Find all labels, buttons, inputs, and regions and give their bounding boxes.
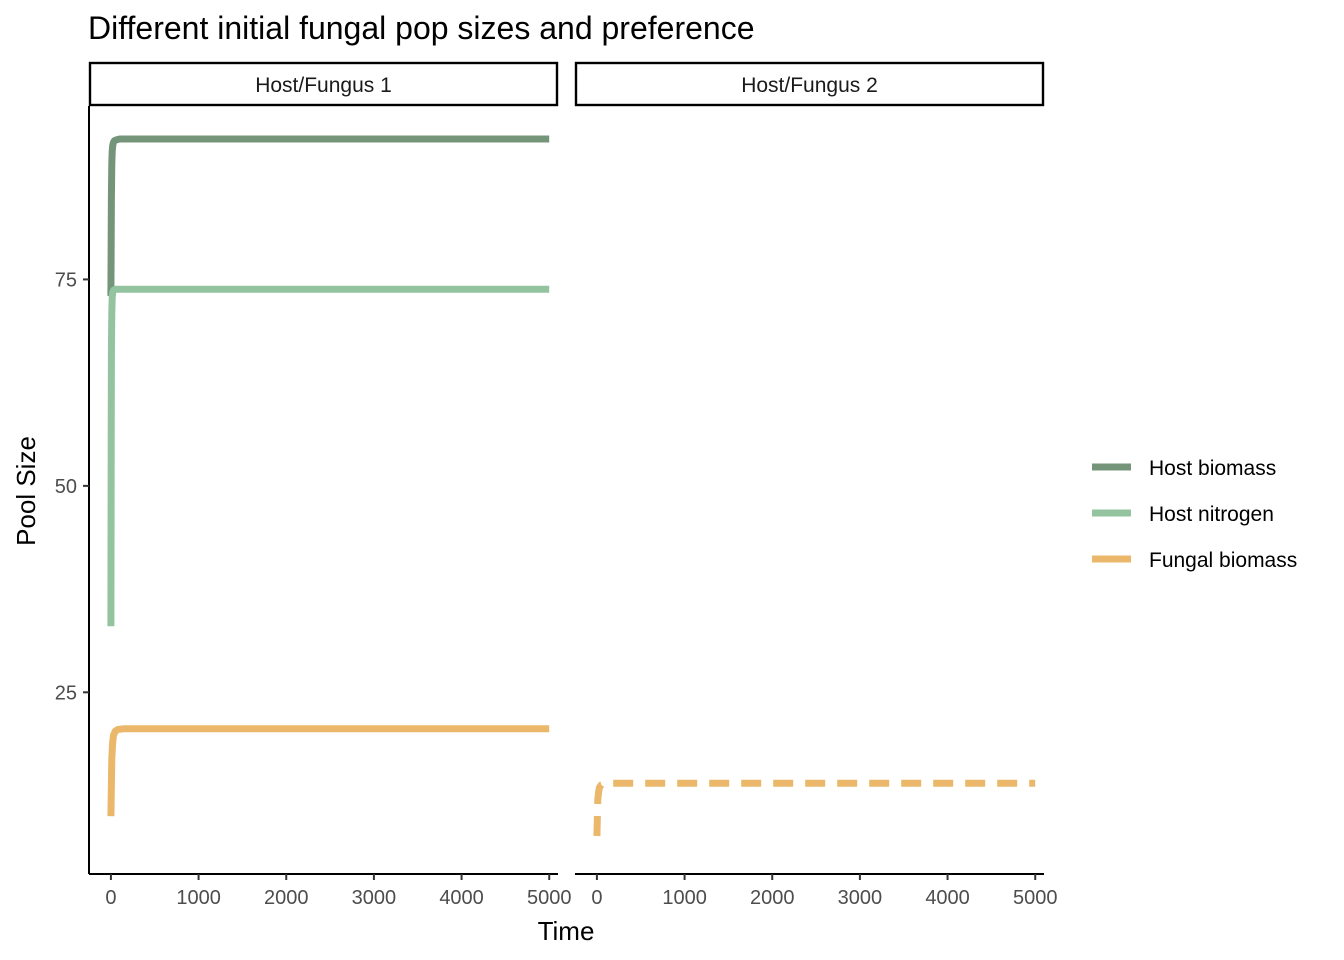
y-axis-title: Pool Size — [11, 436, 41, 546]
x-tick-label: 4000 — [439, 887, 484, 909]
x-tick-label: 4000 — [925, 887, 970, 909]
x-tick-label: 1000 — [176, 887, 221, 909]
x-axis-title: Time — [538, 916, 595, 946]
legend-label: Host biomass — [1149, 457, 1276, 480]
series-line-fungal-biomass — [593, 779, 1036, 837]
panel-strip — [574, 61, 1045, 107]
series-line-fungal-biomass — [107, 725, 550, 817]
legend-label: Host nitrogen — [1149, 503, 1274, 526]
panel-2: Host/Fungus 2 0 1000 2000 3000 4000 5000 — [574, 61, 1058, 909]
x-tick-label: 2000 — [750, 887, 795, 909]
panel-strip — [88, 61, 559, 107]
x-tick-label: 5000 — [527, 887, 572, 909]
y-tick-label: 75 — [55, 269, 77, 291]
legend: Host biomass Host nitrogen Fungal biomass — [1092, 457, 1297, 572]
y-tick-label: 25 — [55, 682, 77, 704]
panel-strip-label: Host/Fungus 1 — [255, 74, 392, 97]
x-tick-label: 2000 — [264, 887, 309, 909]
x-tick-label: 3000 — [838, 887, 883, 909]
panel-1: Host/Fungus 1 25 50 75 0 1000 2000 3000 4000 5000 — [55, 61, 572, 909]
y-tick-label: 50 — [55, 476, 77, 498]
x-tick-label: 3000 — [352, 887, 397, 909]
x-tick-label: 0 — [591, 887, 602, 909]
legend-label: Fungal biomass — [1149, 549, 1297, 572]
panel-strip-label: Host/Fungus 2 — [741, 74, 878, 97]
series-line-host-nitrogen — [107, 285, 550, 627]
x-tick-label: 0 — [105, 887, 116, 909]
series-line-host-biomass — [107, 135, 550, 296]
panels: Host/Fungus 1 25 50 75 0 1000 2000 3000 4000 5000… — [55, 61, 1058, 909]
chart-title: Different initial fungal pop sizes and p… — [88, 10, 754, 46]
x-tick-label: 1000 — [662, 887, 707, 909]
x-tick-label: 5000 — [1013, 887, 1058, 909]
